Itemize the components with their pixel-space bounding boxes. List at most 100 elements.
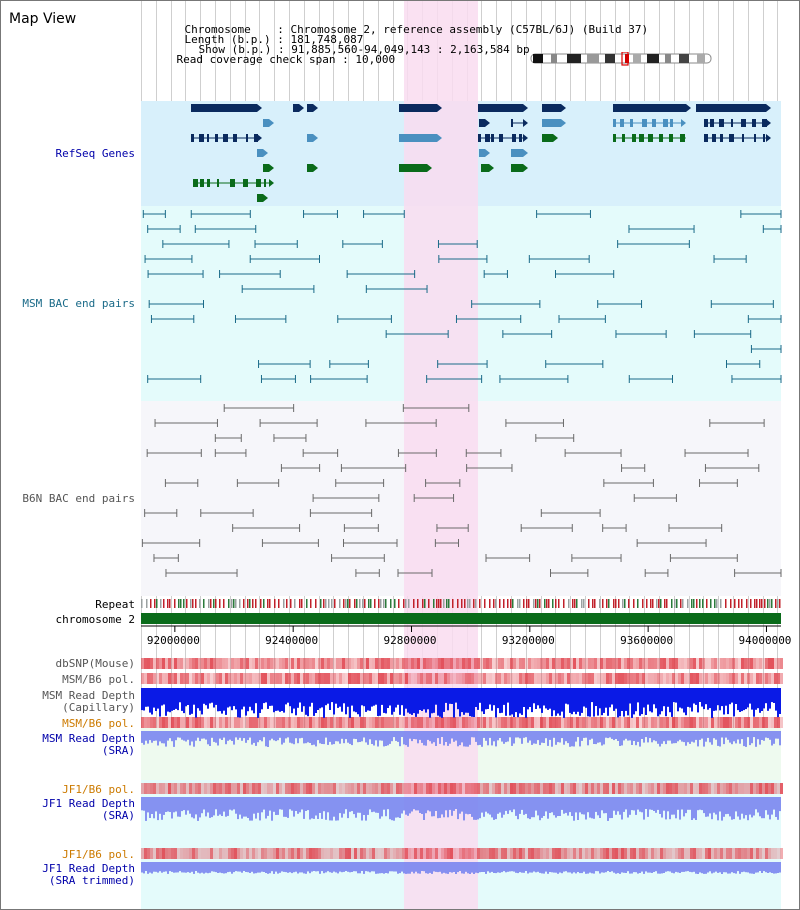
repeat-element <box>759 599 761 608</box>
msm-sra-depth <box>707 731 709 738</box>
jf1-trim-depth <box>437 862 439 873</box>
msm-pol-cell <box>360 673 363 684</box>
jf1-sra-depth <box>621 797 623 820</box>
jf1-sra-depth <box>277 797 279 815</box>
jf1-pol-2-cell <box>420 848 423 859</box>
jf1-sra-depth <box>601 797 603 811</box>
jf1-trim-depth <box>419 862 421 874</box>
msm-cap-depth <box>677 688 679 712</box>
repeat-element <box>160 599 162 608</box>
dbsnp-cell <box>588 658 591 669</box>
label-jf1-depth-1[interactable]: JF1 Read Depth <box>42 797 135 810</box>
dbsnp-cell <box>456 658 459 669</box>
repeat-element <box>702 599 704 608</box>
label-repeat[interactable]: Repeat <box>95 598 135 611</box>
jf1-pol-cell <box>357 783 360 794</box>
jf1-pol-2-cell <box>618 848 621 859</box>
msm-sra-depth <box>231 731 233 741</box>
sep: : <box>250 23 291 36</box>
jf1-sra-depth <box>651 797 653 810</box>
label-dbsnp[interactable]: dbSNP(Mouse) <box>55 657 135 670</box>
msm-pol-cell <box>513 673 516 684</box>
msm-sra-depth <box>559 731 561 743</box>
msm-pol-2-cell <box>174 717 177 728</box>
jf1-trim-depth <box>319 862 321 874</box>
dbsnp-cell <box>552 658 555 669</box>
repeat-element <box>186 599 188 608</box>
gene-feature <box>542 104 561 112</box>
repeat-element <box>320 599 322 608</box>
jf1-pol-2-cell <box>141 848 144 859</box>
jf1-pol-2-cell <box>315 848 318 859</box>
msm-pol-2-cell <box>306 717 309 728</box>
repeat-element <box>646 599 648 608</box>
msm-cap-depth <box>491 688 493 711</box>
label-jf1-b6-pol-2[interactable]: JF1/B6 pol. <box>62 848 135 861</box>
jf1-pol-cell <box>207 783 210 794</box>
label-msm-depth-sra-1[interactable]: MSM Read Depth <box>42 732 135 745</box>
jf1-trim-depth <box>667 862 669 872</box>
msm-pol-cell <box>297 673 300 684</box>
msm-pol-cell <box>627 673 630 684</box>
msm-sra-depth <box>451 731 453 739</box>
jf1-sra-depth <box>383 797 385 810</box>
jf1-pol-2-cell <box>255 848 258 859</box>
msm-pol-2-cell <box>438 717 441 728</box>
msm-pol-cell <box>267 673 270 684</box>
msm-cap-depth <box>501 688 503 713</box>
msm-sra-depth <box>353 731 355 739</box>
repeat-element <box>479 599 481 608</box>
jf1-sra-depth <box>313 797 315 819</box>
label-b6n-bac[interactable]: B6N BAC end pairs <box>22 492 135 505</box>
chromosome-ideogram[interactable] <box>529 52 715 66</box>
msm-pol-2-cell <box>276 717 279 728</box>
label-msm-depth-cap-1[interactable]: MSM Read Depth <box>42 689 135 702</box>
msm-pol-2-cell <box>291 717 294 728</box>
msm-pol-2-cell <box>237 717 240 728</box>
msm-sra-depth <box>229 731 231 740</box>
jf1-trim-depth <box>287 862 289 873</box>
msm-cap-depth <box>145 688 147 707</box>
msm-pol-2-cell <box>762 717 765 728</box>
msm-cap-depth <box>679 688 681 708</box>
msm-pol-cell <box>249 673 252 684</box>
msm-cap-depth <box>205 688 207 706</box>
jf1-trim-depth <box>643 862 645 874</box>
repeat-element <box>467 599 469 608</box>
msm-sra-depth <box>647 731 649 743</box>
jf1-sra-depth <box>291 797 293 811</box>
msm-cap-depth <box>367 688 369 711</box>
jf1-trim-depth <box>365 862 367 872</box>
msm-cap-depth <box>407 688 409 713</box>
label-msm-b6-pol-1[interactable]: MSM/B6 pol. <box>62 673 135 686</box>
msm-cap-depth <box>251 688 253 711</box>
jf1-trim-depth <box>623 862 625 873</box>
jf1-sra-depth <box>339 797 341 814</box>
dbsnp-cell <box>780 658 783 669</box>
repeat-element <box>347 599 349 608</box>
msm-sra-depth <box>415 731 417 740</box>
jf1-trim-depth <box>503 862 505 872</box>
dbsnp-cell <box>300 658 303 669</box>
jf1-pol-2-cell <box>234 848 237 859</box>
jf1-sra-depth <box>321 797 323 819</box>
label-refseq-genes[interactable]: RefSeq Genes <box>55 147 135 160</box>
msm-sra-depth <box>577 731 579 738</box>
msm-cap-depth <box>587 688 589 717</box>
jf1-pol-2-cell <box>501 848 504 859</box>
label-jf1-b6-pol-1[interactable]: JF1/B6 pol. <box>62 783 135 796</box>
jf1-trim-depth <box>173 862 175 873</box>
label-msm-bac[interactable]: MSM BAC end pairs <box>22 297 135 310</box>
jf1-sra-depth <box>575 797 577 813</box>
label-jf1-depth-trim-1[interactable]: JF1 Read Depth <box>42 862 135 875</box>
jf1-trim-depth <box>251 862 253 872</box>
dbsnp-cell <box>666 658 669 669</box>
jf1-pol-2-cell <box>438 848 441 859</box>
label-msm-b6-pol-2[interactable]: MSM/B6 pol. <box>62 717 135 730</box>
repeat-element <box>378 599 380 608</box>
msm-cap-depth <box>385 688 387 714</box>
repeat-element <box>507 599 509 608</box>
jf1-sra-depth <box>713 797 715 813</box>
msm-cap-depth <box>147 688 149 707</box>
